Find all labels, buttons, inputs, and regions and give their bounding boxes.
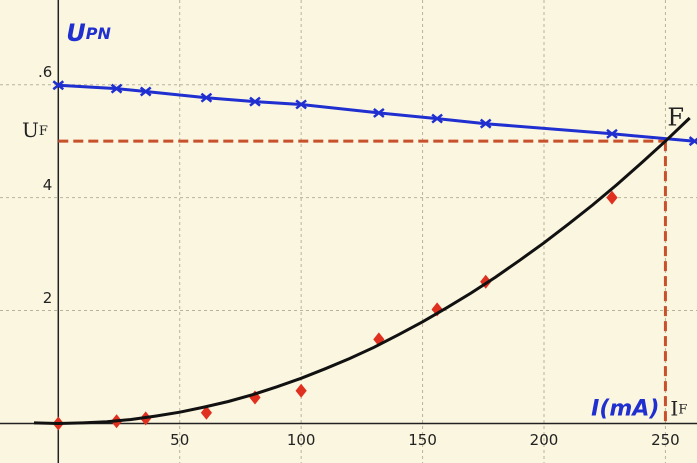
reference-x-label: IF xyxy=(670,396,687,420)
reference-x-label-main: I xyxy=(670,396,678,420)
y-axis-title-main: U xyxy=(66,19,86,47)
y-axis-title-sub: PN xyxy=(86,24,112,43)
reference-y-label-main: U xyxy=(22,118,39,142)
x-tick-label: 150 xyxy=(408,431,437,449)
y-tick-label: 4 xyxy=(43,176,53,194)
reference-point-label: F xyxy=(667,104,684,132)
x-tick-label: 250 xyxy=(651,431,680,449)
marker xyxy=(249,96,261,107)
reference-x-label-sub: F xyxy=(678,402,687,417)
marker xyxy=(52,80,65,91)
marker xyxy=(110,83,123,94)
marker xyxy=(479,118,492,129)
reference-y-label: UF xyxy=(22,118,48,142)
x-tick-label: 50 xyxy=(170,431,189,449)
x-tick-label: 200 xyxy=(530,431,559,449)
marker xyxy=(373,107,385,118)
marker xyxy=(606,128,618,139)
y-axis-title: UPN xyxy=(66,19,111,47)
marker xyxy=(139,86,152,97)
y-tick-label: 2 xyxy=(43,289,53,307)
x-axis-title: I(mA) xyxy=(591,396,659,421)
y-tick-label: .6 xyxy=(38,63,52,81)
marker xyxy=(295,383,307,398)
reference-y-label-sub: F xyxy=(39,124,48,139)
marker xyxy=(431,113,443,124)
x-tick-label: 100 xyxy=(287,431,316,449)
marker xyxy=(200,405,213,420)
series-line xyxy=(33,116,691,426)
marker xyxy=(688,136,697,147)
marker xyxy=(200,92,213,103)
marker xyxy=(295,99,307,110)
marker xyxy=(606,190,618,205)
